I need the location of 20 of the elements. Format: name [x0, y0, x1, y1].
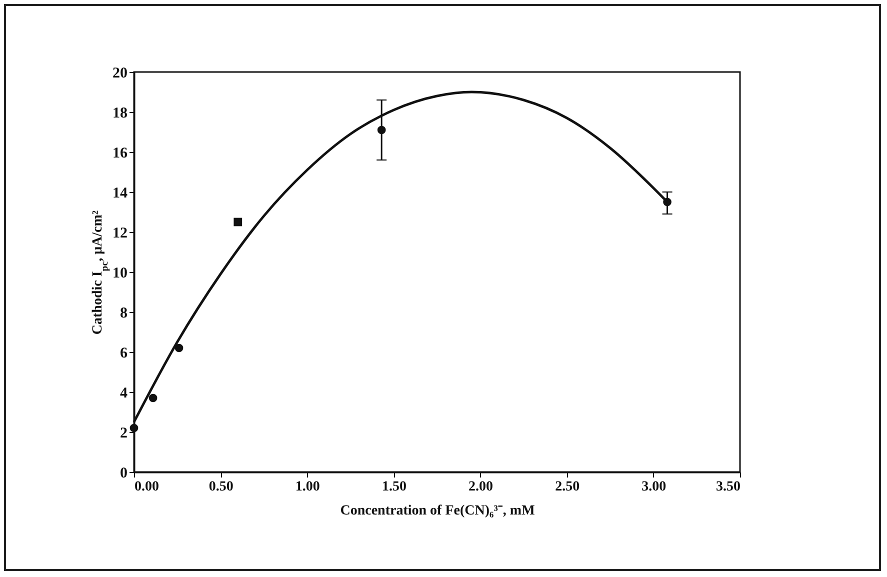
y-tick-label: 4 [120, 386, 128, 402]
x-tick-label: 3.00 [642, 480, 666, 494]
y-tick-label: 18 [112, 106, 128, 122]
y-tick-label: 2 [120, 426, 128, 442]
y-tick-label: 0 [120, 466, 128, 482]
x-tick-label: 2.00 [468, 480, 494, 494]
x-axis-title: Concentration of Fe(CN)₆³⁻, mM [340, 504, 535, 518]
y-tick-label: 16 [112, 146, 128, 162]
y-tick-label: 12 [112, 226, 128, 242]
y-tick-label: 8 [120, 306, 128, 322]
y-tick-label: 20 [112, 66, 128, 82]
x-tick-label: 1.00 [295, 480, 320, 494]
x-tick-label: 3.50 [716, 480, 740, 494]
y-tick-label: 10 [112, 266, 128, 282]
y-tick-label: 6 [120, 346, 128, 362]
x-tick-label: 1.50 [382, 480, 406, 494]
x-tick-label: 0.00 [134, 480, 159, 494]
x-tick-label: 0.50 [208, 480, 234, 494]
x-tick-label: 2.50 [555, 480, 580, 494]
y-tick-label: 14 [112, 186, 128, 202]
